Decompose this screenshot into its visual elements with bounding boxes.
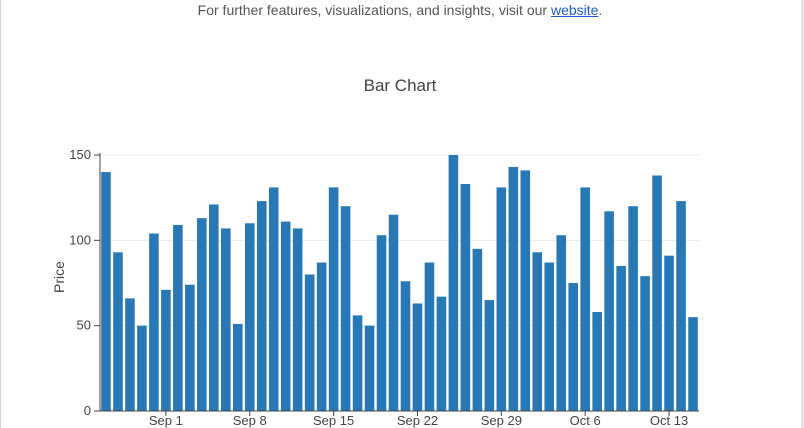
bar[interactable]: [544, 262, 555, 411]
bar[interactable]: [664, 255, 674, 411]
bar[interactable]: [352, 315, 363, 411]
bar[interactable]: [508, 166, 519, 411]
bar[interactable]: [340, 206, 351, 411]
bar[interactable]: [101, 172, 111, 411]
bar[interactable]: [448, 155, 459, 411]
axes: 0 50 100 150 Sep 1 Sep 8 Sep 15 Sep 22 Sep 29 Oct…: [69, 147, 699, 428]
banner-text: For further features, visualizations, an…: [197, 2, 551, 18]
bar[interactable]: [484, 300, 495, 411]
bar[interactable]: [616, 265, 626, 411]
bar[interactable]: [185, 284, 195, 411]
bar[interactable]: [280, 221, 291, 411]
y-tick-label: 0: [84, 403, 91, 418]
bar[interactable]: [388, 214, 399, 411]
bar[interactable]: [568, 283, 578, 411]
bars-group: [101, 155, 698, 411]
bar[interactable]: [256, 201, 267, 411]
bar[interactable]: [125, 298, 135, 411]
bar[interactable]: [292, 228, 303, 411]
bar[interactable]: [113, 252, 123, 411]
bar[interactable]: [173, 224, 183, 411]
x-tick-label: Sep 15: [313, 413, 354, 428]
bar[interactable]: [221, 228, 231, 411]
x-tick-label: Sep 1: [149, 413, 183, 428]
bar[interactable]: [197, 218, 207, 411]
y-tick-label: 50: [77, 318, 91, 333]
info-banner: For further features, visualizations, an…: [0, 2, 800, 18]
bar[interactable]: [676, 201, 686, 411]
bar[interactable]: [149, 233, 159, 411]
bar[interactable]: [580, 187, 590, 411]
bar[interactable]: [556, 235, 567, 411]
y-axis-label: Price: [51, 261, 67, 293]
x-tick-label: Oct 13: [650, 413, 688, 428]
bar[interactable]: [328, 187, 339, 411]
bar[interactable]: [628, 206, 638, 411]
y-tick-label: 150: [69, 147, 91, 162]
bar[interactable]: [424, 262, 435, 411]
y-tick-label: 100: [69, 232, 91, 247]
bar[interactable]: [376, 235, 387, 411]
bar[interactable]: [400, 281, 411, 411]
bar[interactable]: [520, 170, 531, 411]
x-tick-label: Sep 8: [233, 413, 267, 428]
bar[interactable]: [436, 296, 447, 411]
bar[interactable]: [472, 248, 483, 411]
bar[interactable]: [209, 204, 219, 411]
bar[interactable]: [316, 262, 327, 411]
bar[interactable]: [304, 274, 315, 411]
x-tick-label: Oct 6: [570, 413, 601, 428]
bar[interactable]: [592, 312, 602, 411]
bar[interactable]: [137, 325, 147, 411]
bar[interactable]: [604, 211, 614, 411]
bar[interactable]: [640, 276, 650, 411]
chart-title: Bar Chart: [364, 76, 437, 95]
bar[interactable]: [161, 289, 171, 411]
bar[interactable]: [244, 223, 255, 411]
bar[interactable]: [496, 187, 507, 411]
bar[interactable]: [532, 252, 543, 411]
bar[interactable]: [364, 325, 375, 411]
bar[interactable]: [688, 317, 698, 411]
x-tick-label: Sep 22: [397, 413, 438, 428]
bar[interactable]: [232, 323, 243, 411]
bar[interactable]: [412, 303, 423, 411]
banner-text-end: .: [598, 2, 603, 18]
bar[interactable]: [460, 184, 471, 411]
website-link[interactable]: website: [550, 2, 599, 18]
x-tick-label: Sep 29: [481, 413, 522, 428]
bar[interactable]: [652, 175, 662, 411]
window-border-left: [0, 0, 1, 428]
window-scrollbar-edge[interactable]: [801, 0, 804, 428]
bar[interactable]: [268, 187, 279, 411]
